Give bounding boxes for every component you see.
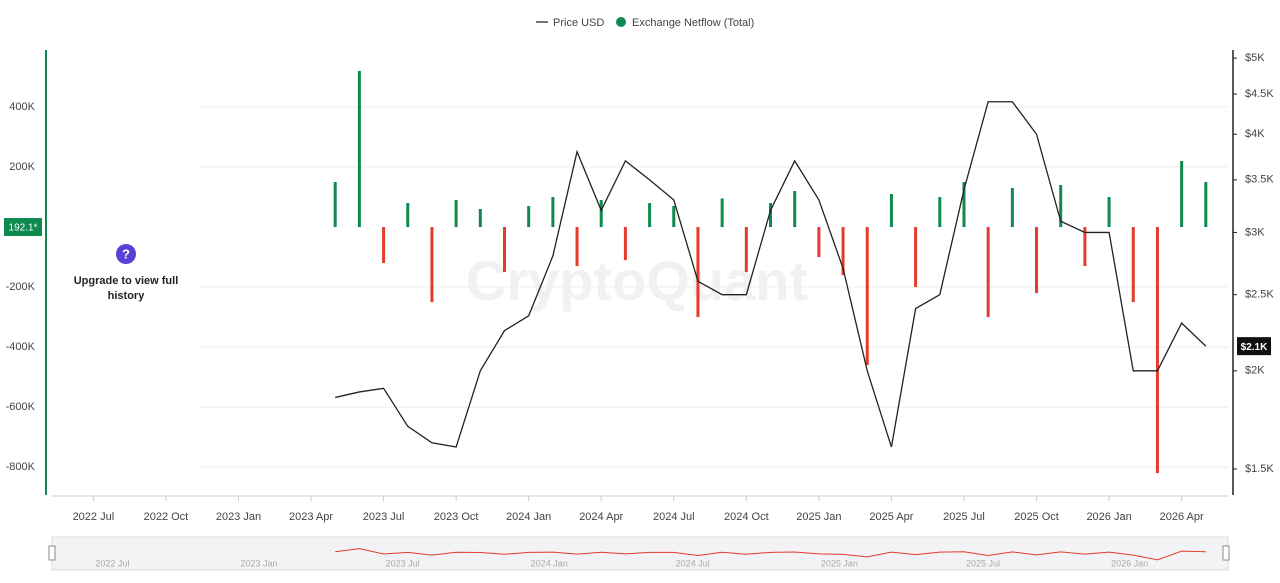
upgrade-box: Upgrade to view full history bbox=[73, 275, 179, 302]
netflow-bar bbox=[551, 197, 555, 228]
netflow-bar bbox=[333, 182, 337, 228]
netflow-bar bbox=[865, 227, 869, 366]
netflow-bar bbox=[502, 227, 506, 273]
current-label: $2.1K bbox=[1241, 342, 1268, 353]
netflow-bar bbox=[1204, 182, 1208, 228]
navigator[interactable] bbox=[51, 536, 1229, 571]
legend-dot-swatch bbox=[616, 17, 626, 27]
netflow-bar bbox=[1107, 197, 1111, 228]
netflow-bar bbox=[527, 206, 531, 228]
x-tick-label: 2022 Jul bbox=[73, 511, 115, 523]
x-tick-label: 2023 Oct bbox=[434, 511, 479, 523]
netflow-bar bbox=[841, 227, 845, 276]
navigator-label: 2022 Jul bbox=[95, 558, 129, 568]
x-tick-label: 2022 Oct bbox=[144, 511, 189, 523]
y-tick-label: -400K bbox=[6, 341, 36, 353]
navigator-handle[interactable] bbox=[48, 545, 56, 561]
netflow-bar bbox=[1059, 185, 1063, 228]
netflow-bar bbox=[696, 227, 700, 318]
netflow-bar bbox=[986, 227, 990, 318]
x-tick-label: 2025 Jul bbox=[943, 511, 985, 523]
x-tick-label: 2024 Oct bbox=[724, 511, 769, 523]
navigator-label: 2024 Jan bbox=[531, 558, 568, 568]
y2-tick-label: $1.5K bbox=[1245, 463, 1274, 475]
netflow-bar bbox=[962, 182, 966, 228]
x-tick-label: 2023 Jul bbox=[363, 511, 405, 523]
netflow-bar bbox=[1083, 227, 1087, 267]
navigator-label: 2023 Jul bbox=[386, 558, 420, 568]
x-tick-label: 2026 Jan bbox=[1086, 511, 1131, 523]
y2-tick-label: $3.5K bbox=[1245, 174, 1274, 186]
y-tick-label: 400K bbox=[9, 101, 35, 113]
netflow-bar bbox=[478, 209, 482, 228]
netflow-bar bbox=[744, 227, 748, 273]
netflow-bar bbox=[889, 194, 893, 228]
navigator-label: 2026 Jan bbox=[1111, 558, 1148, 568]
navigator-label: 2025 Jan bbox=[821, 558, 858, 568]
navigator-line bbox=[335, 548, 1206, 561]
navigator-label: 2025 Jul bbox=[966, 558, 1000, 568]
y2-tick-label: $5K bbox=[1245, 52, 1265, 64]
netflow-bar bbox=[382, 227, 386, 264]
netflow-bar bbox=[575, 227, 579, 267]
y-tick-label: -600K bbox=[6, 401, 36, 413]
netflow-bar bbox=[454, 200, 458, 228]
x-tick-label: 2024 Jul bbox=[653, 511, 695, 523]
navigator-label: 2024 Jul bbox=[676, 558, 710, 568]
y-tick-label: -800K bbox=[6, 461, 36, 473]
x-tick-label: 2023 Jan bbox=[216, 511, 261, 523]
netflow-bar bbox=[1131, 227, 1135, 303]
netflow-bar bbox=[720, 198, 724, 228]
netflow-bar bbox=[1010, 188, 1014, 228]
current-badge bbox=[1237, 337, 1271, 356]
netflow-bar bbox=[406, 203, 410, 228]
netflow-bar bbox=[914, 227, 918, 288]
netflow-bar bbox=[1155, 227, 1159, 474]
price-line bbox=[335, 101, 1207, 448]
netflow-bar bbox=[430, 227, 434, 303]
netflow-bar bbox=[938, 197, 942, 228]
x-tick-label: 2025 Apr bbox=[869, 511, 913, 523]
help-icon-text: ? bbox=[122, 246, 130, 261]
y-tick-label: 200K bbox=[9, 161, 35, 173]
x-tick-label: 2025 Jan bbox=[796, 511, 841, 523]
netflow-bar bbox=[672, 206, 676, 228]
netflow-bar bbox=[793, 191, 797, 228]
current-label: 192.1* bbox=[9, 223, 38, 234]
x-tick-label: 2024 Jan bbox=[506, 511, 551, 523]
y2-tick-label: $2K bbox=[1245, 365, 1265, 377]
legend-label[interactable]: Exchange Netflow (Total) bbox=[632, 17, 754, 29]
netflow-bar bbox=[1180, 161, 1184, 228]
help-icon[interactable] bbox=[116, 244, 136, 264]
legend-label[interactable]: Price USD bbox=[553, 17, 604, 29]
navigator-handle[interactable] bbox=[1222, 545, 1230, 561]
plot-layer bbox=[200, 71, 1228, 474]
netflow-bar bbox=[623, 227, 627, 261]
y2-tick-label: $3K bbox=[1245, 226, 1265, 238]
upgrade-text[interactable]: Upgrade to view full history bbox=[73, 275, 179, 302]
x-tick-label: 2023 Apr bbox=[289, 511, 333, 523]
x-tick-label: 2024 Apr bbox=[579, 511, 623, 523]
netflow-bar bbox=[648, 203, 652, 228]
y-tick-label: -200K bbox=[6, 281, 36, 293]
navigator-label: 2023 Jan bbox=[240, 558, 277, 568]
y2-tick-label: $4K bbox=[1245, 128, 1265, 140]
y2-tick-label: $2.5K bbox=[1245, 289, 1274, 301]
netflow-bar bbox=[1035, 227, 1039, 294]
netflow-bar bbox=[357, 71, 361, 228]
current-badge bbox=[4, 218, 42, 237]
y2-tick-label: $4.5K bbox=[1245, 88, 1274, 100]
netflow-bar bbox=[769, 203, 773, 228]
x-tick-label: 2026 Apr bbox=[1160, 511, 1204, 523]
netflow-bar bbox=[599, 200, 603, 228]
netflow-bar bbox=[817, 227, 821, 258]
x-tick-label: 2025 Oct bbox=[1014, 511, 1059, 523]
